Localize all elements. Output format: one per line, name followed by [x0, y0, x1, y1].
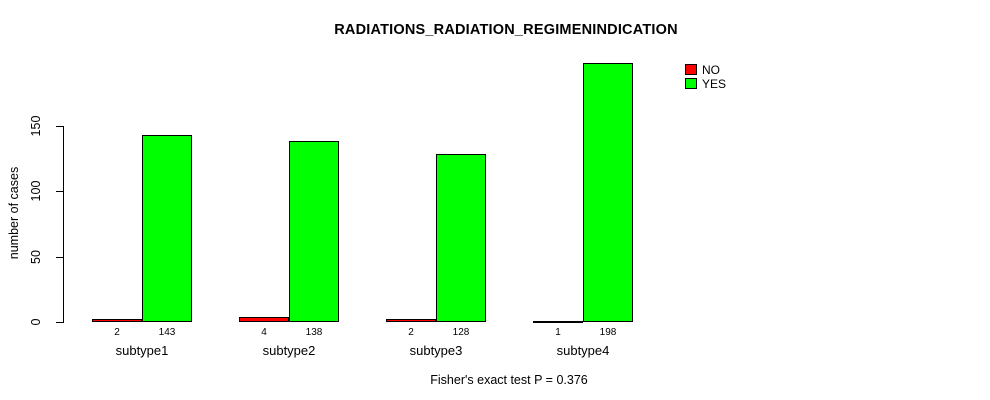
bar-value-label: 4: [261, 327, 267, 338]
bar-yes-subtype4: [583, 62, 633, 322]
y-tick: [56, 322, 63, 323]
bar-yes-subtype1: [142, 134, 192, 322]
y-tick: [56, 191, 63, 192]
bar-value-label: 128: [452, 327, 470, 338]
bar-no-subtype3: [386, 319, 436, 322]
bar-no-subtype2: [239, 316, 289, 322]
y-tick-label: 100: [29, 180, 43, 202]
y-tick: [56, 125, 63, 127]
legend-item-no: NO: [685, 63, 726, 76]
y-tick: [56, 256, 63, 258]
category-label-subtype3: subtype3: [409, 343, 463, 358]
bar-no-subtype4: [533, 320, 583, 323]
bar-yes-subtype3: [436, 154, 486, 322]
bar-no-subtype1: [92, 319, 142, 322]
bar-yes-subtype2: [289, 141, 339, 322]
bar-value-label: 143: [158, 327, 176, 338]
legend-item-yes: YES: [685, 77, 726, 90]
bar-value-label: 2: [114, 327, 120, 338]
y-axis: [63, 125, 64, 323]
bar-value-label: 198: [599, 327, 617, 338]
legend: NO YES: [685, 63, 726, 91]
footnote: Fisher's exact test P = 0.376: [430, 373, 588, 387]
category-label-subtype1: subtype1: [115, 343, 169, 358]
legend-label: YES: [702, 76, 727, 91]
legend-label: NO: [702, 62, 720, 77]
y-tick-label: 150: [29, 115, 43, 136]
legend-swatch-no: [685, 64, 697, 75]
y-tick-label: 50: [29, 249, 43, 264]
category-label-subtype2: subtype2: [262, 343, 316, 358]
category-label-subtype4: subtype4: [556, 343, 610, 358]
y-tick-label: 0: [29, 318, 43, 326]
chart-title: RADIATIONS_RADIATION_REGIMENINDICATION: [334, 22, 678, 38]
bar-value-label: 138: [305, 327, 323, 338]
y-axis-title: number of cases: [7, 166, 21, 260]
bar-value-label: 2: [408, 327, 414, 338]
legend-swatch-yes: [685, 78, 697, 89]
bar-value-label: 1: [555, 327, 561, 338]
